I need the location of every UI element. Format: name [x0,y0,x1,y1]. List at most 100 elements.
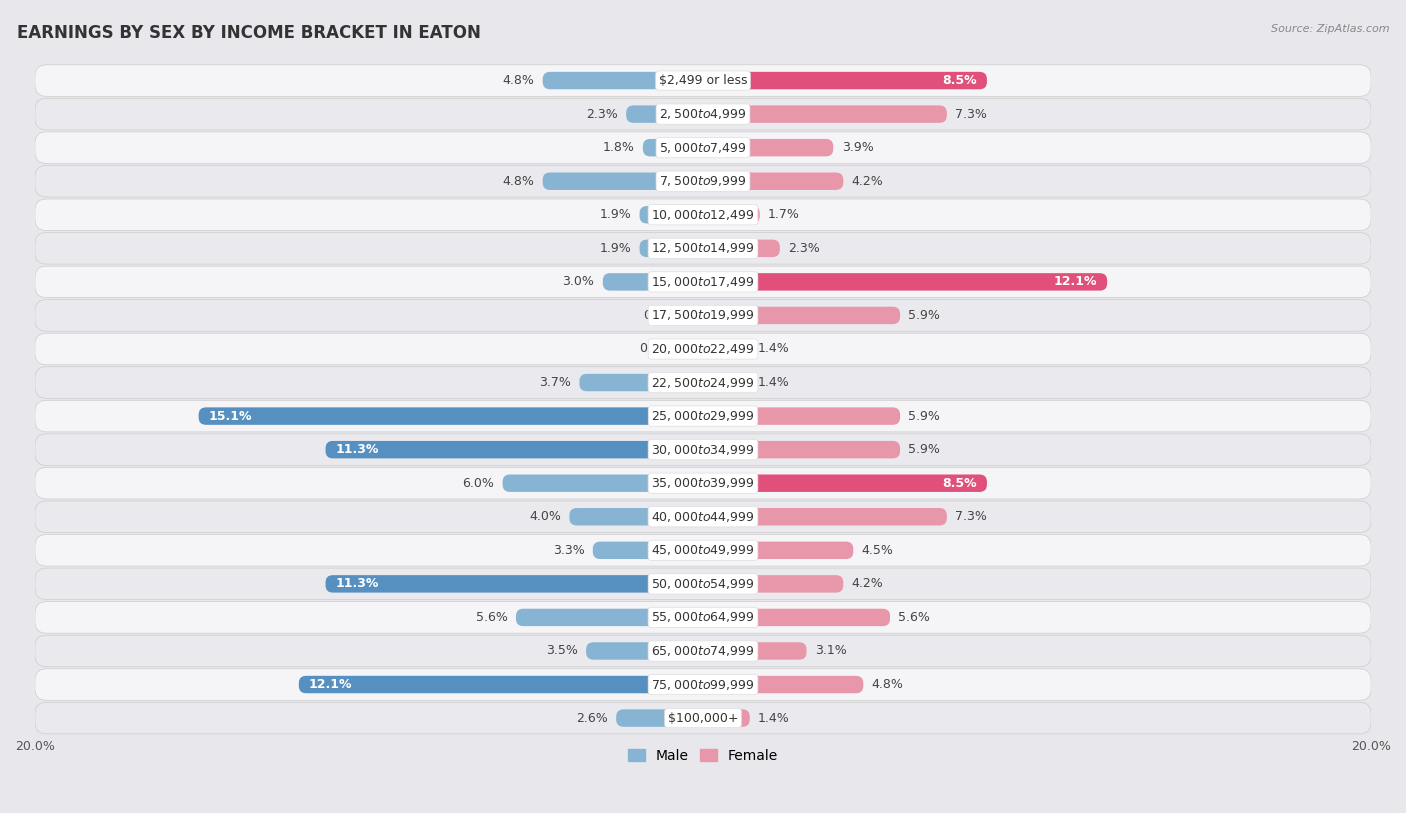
FancyBboxPatch shape [35,266,1371,298]
FancyBboxPatch shape [299,676,703,693]
Text: 3.7%: 3.7% [538,376,571,389]
Text: EARNINGS BY SEX BY INCOME BRACKET IN EATON: EARNINGS BY SEX BY INCOME BRACKET IN EAT… [17,24,481,42]
FancyBboxPatch shape [703,441,900,459]
FancyBboxPatch shape [35,367,1371,398]
Text: $75,000 to $99,999: $75,000 to $99,999 [651,677,755,692]
Text: 15.1%: 15.1% [208,410,252,423]
FancyBboxPatch shape [586,642,703,659]
FancyBboxPatch shape [703,575,844,593]
FancyBboxPatch shape [35,98,1371,130]
FancyBboxPatch shape [35,166,1371,197]
Text: 1.9%: 1.9% [599,241,631,254]
FancyBboxPatch shape [35,635,1371,667]
Text: 3.1%: 3.1% [815,645,846,658]
FancyBboxPatch shape [35,233,1371,264]
Text: Source: ZipAtlas.com: Source: ZipAtlas.com [1271,24,1389,34]
FancyBboxPatch shape [35,199,1371,231]
Text: 7.3%: 7.3% [955,107,987,120]
FancyBboxPatch shape [569,508,703,525]
Text: $50,000 to $54,999: $50,000 to $54,999 [651,577,755,591]
FancyBboxPatch shape [640,240,703,257]
FancyBboxPatch shape [703,710,749,727]
Text: 5.6%: 5.6% [898,611,931,624]
Text: 7.3%: 7.3% [955,511,987,524]
Text: 0.7%: 0.7% [640,342,671,355]
FancyBboxPatch shape [579,374,703,391]
FancyBboxPatch shape [703,172,844,190]
FancyBboxPatch shape [703,240,780,257]
Text: 12.1%: 12.1% [309,678,353,691]
Text: $65,000 to $74,999: $65,000 to $74,999 [651,644,755,658]
Text: $5,000 to $7,499: $5,000 to $7,499 [659,141,747,154]
Text: 4.0%: 4.0% [529,511,561,524]
Text: $30,000 to $34,999: $30,000 to $34,999 [651,442,755,457]
FancyBboxPatch shape [703,609,890,626]
Text: 5.9%: 5.9% [908,443,941,456]
Text: $17,500 to $19,999: $17,500 to $19,999 [651,308,755,323]
Text: 12.1%: 12.1% [1053,276,1097,289]
FancyBboxPatch shape [703,139,834,156]
Text: $2,499 or less: $2,499 or less [659,74,747,87]
Text: $25,000 to $29,999: $25,000 to $29,999 [651,409,755,423]
FancyBboxPatch shape [35,568,1371,600]
Text: $22,500 to $24,999: $22,500 to $24,999 [651,376,755,389]
Text: 1.4%: 1.4% [758,342,790,355]
FancyBboxPatch shape [35,132,1371,163]
Text: 1.4%: 1.4% [758,376,790,389]
FancyBboxPatch shape [502,475,703,492]
Text: 1.8%: 1.8% [603,141,634,154]
Legend: Male, Female: Male, Female [623,743,783,768]
Text: 3.3%: 3.3% [553,544,585,557]
FancyBboxPatch shape [35,467,1371,499]
FancyBboxPatch shape [35,669,1371,700]
Text: 4.8%: 4.8% [502,74,534,87]
FancyBboxPatch shape [703,676,863,693]
Text: $35,000 to $39,999: $35,000 to $39,999 [651,476,755,490]
FancyBboxPatch shape [703,508,946,525]
Text: 2.3%: 2.3% [586,107,617,120]
FancyBboxPatch shape [326,441,703,459]
FancyBboxPatch shape [35,65,1371,96]
Text: 11.3%: 11.3% [336,577,380,590]
Text: 4.8%: 4.8% [872,678,904,691]
Text: 6.0%: 6.0% [463,476,495,489]
Text: 1.7%: 1.7% [768,208,800,221]
Text: $40,000 to $44,999: $40,000 to $44,999 [651,510,755,524]
Text: $15,000 to $17,499: $15,000 to $17,499 [651,275,755,289]
Text: $12,500 to $14,999: $12,500 to $14,999 [651,241,755,255]
FancyBboxPatch shape [616,710,703,727]
FancyBboxPatch shape [35,602,1371,633]
FancyBboxPatch shape [679,341,703,358]
Text: $7,500 to $9,999: $7,500 to $9,999 [659,174,747,189]
FancyBboxPatch shape [703,541,853,559]
FancyBboxPatch shape [516,609,703,626]
FancyBboxPatch shape [35,434,1371,465]
FancyBboxPatch shape [326,575,703,593]
FancyBboxPatch shape [35,400,1371,432]
Text: $2,500 to $4,999: $2,500 to $4,999 [659,107,747,121]
FancyBboxPatch shape [703,273,1107,290]
FancyBboxPatch shape [703,374,749,391]
FancyBboxPatch shape [640,206,703,224]
FancyBboxPatch shape [35,300,1371,331]
FancyBboxPatch shape [198,407,703,425]
Text: 11.3%: 11.3% [336,443,380,456]
FancyBboxPatch shape [703,642,807,659]
FancyBboxPatch shape [703,106,946,123]
Text: $100,000+: $100,000+ [668,711,738,724]
FancyBboxPatch shape [643,139,703,156]
FancyBboxPatch shape [703,206,759,224]
Text: 4.5%: 4.5% [862,544,894,557]
FancyBboxPatch shape [703,341,749,358]
FancyBboxPatch shape [692,307,703,324]
Text: 8.5%: 8.5% [942,74,977,87]
Text: $55,000 to $64,999: $55,000 to $64,999 [651,611,755,624]
FancyBboxPatch shape [35,534,1371,566]
Text: $20,000 to $22,499: $20,000 to $22,499 [651,342,755,356]
Text: 1.4%: 1.4% [758,711,790,724]
Text: 5.6%: 5.6% [475,611,508,624]
Text: 0.35%: 0.35% [643,309,683,322]
Text: 3.9%: 3.9% [842,141,873,154]
FancyBboxPatch shape [703,307,900,324]
FancyBboxPatch shape [593,541,703,559]
